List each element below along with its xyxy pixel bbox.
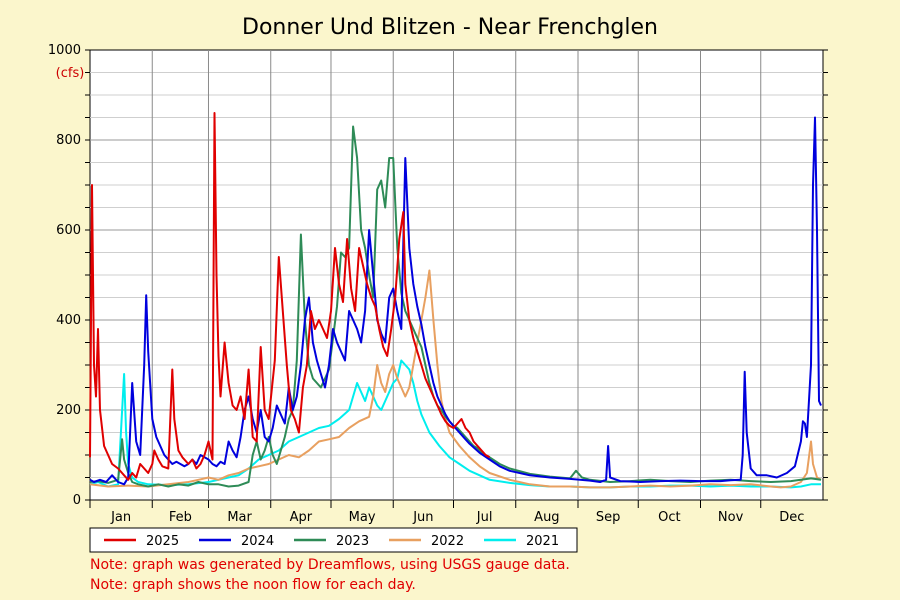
legend: 2025 2024 2023 2022 2021 — [89, 527, 578, 553]
series-line-2022 — [89, 269, 822, 489]
series-group — [89, 112, 822, 489]
legend-label-2021: 2021 — [526, 534, 559, 549]
x-tick-label: Sep — [596, 510, 621, 525]
y-tick-label: 400 — [56, 313, 81, 328]
axes: 0 200 400 600 800 1000 Jan Feb Mar Apr May Jun Jul Au… — [48, 43, 828, 525]
x-tick-label: Aug — [534, 510, 559, 525]
y-tick-label: 200 — [56, 403, 81, 418]
y-tick-label: 800 — [56, 133, 81, 148]
y-tick-label: 1000 — [48, 43, 81, 58]
note-data-source: Note: graph was generated by Dreamflows,… — [90, 557, 570, 573]
series-line-2024 — [89, 116, 822, 486]
x-tick-label: Dec — [779, 510, 804, 525]
x-tick-label: Oct — [658, 510, 680, 525]
y-tick-label: 600 — [56, 223, 81, 238]
x-tick-label: May — [349, 510, 376, 525]
note-noon-flow: Note: graph shows the noon flow for each… — [90, 577, 416, 593]
grid-lines — [90, 50, 823, 500]
x-tick-label: Jun — [412, 510, 433, 525]
legend-label-2024: 2024 — [241, 534, 274, 549]
x-tick-label: Mar — [227, 510, 252, 525]
x-tick-label: Feb — [169, 510, 192, 525]
y-tick-label: 0 — [73, 493, 81, 508]
y-axis-unit-label: (cfs) — [56, 66, 85, 81]
legend-label-2022: 2022 — [431, 534, 464, 549]
legend-label-2025: 2025 — [146, 534, 179, 549]
x-tick-label: Nov — [718, 510, 744, 525]
legend-label-2023: 2023 — [336, 534, 369, 549]
x-tick-label: Apr — [290, 510, 313, 525]
series-line-2025 — [89, 112, 491, 481]
chart-title: Donner Und Blitzen - Near Frenchglen — [242, 15, 658, 40]
x-tick-label: Jan — [110, 510, 131, 525]
x-tick-label: Jul — [476, 510, 493, 525]
